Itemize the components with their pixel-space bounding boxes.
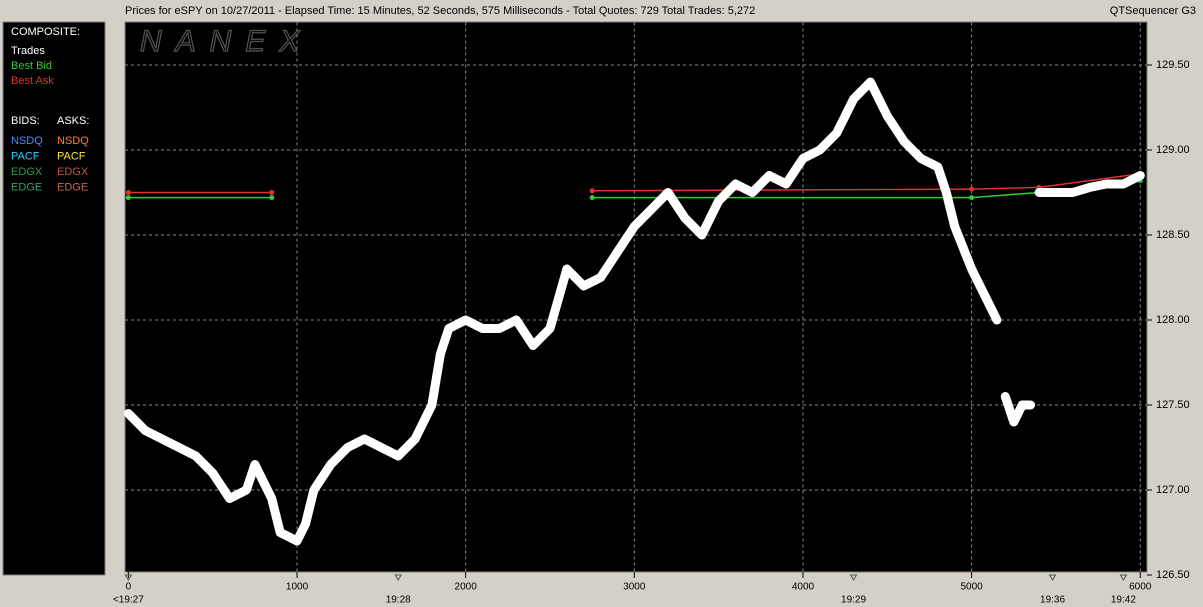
plot-area [124, 21, 1148, 573]
quote-line [591, 173, 1142, 192]
time-marker [394, 574, 403, 581]
time-marker [124, 574, 133, 581]
x-tick-label: 3000 [623, 582, 646, 593]
quote-point [269, 190, 275, 195]
trades-line [1000, 392, 1036, 427]
x-tick-label: 0 [126, 582, 132, 593]
exchange-legend-entry: EDGX [57, 166, 89, 178]
y-tick-label: 128.50 [1156, 229, 1190, 241]
time-marker [1048, 574, 1057, 581]
legend-title: COMPOSITE: [11, 26, 80, 38]
quote-point [125, 190, 131, 195]
time-label: 19:28 [386, 595, 411, 606]
time-label: <19:27 [113, 595, 144, 606]
legend-entry: Best Ask [11, 75, 54, 87]
legend-entry: Trades [11, 45, 45, 57]
y-tick-label: 129.00 [1156, 144, 1190, 156]
asks-title: ASKS: [57, 115, 89, 127]
app-name: QTSequencer G3 [1110, 5, 1196, 17]
trades-line [1034, 171, 1145, 197]
x-tick-label: 1000 [286, 582, 309, 593]
time-label: 19:36 [1040, 595, 1065, 606]
x-tick-label: 6000 [1129, 582, 1152, 593]
quote-point [269, 195, 275, 201]
exchange-legend-entry: EDGX [11, 166, 43, 178]
exchange-legend-entry: EDGE [57, 181, 88, 193]
quote-point [969, 186, 975, 192]
legend-panel [2, 21, 106, 576]
y-tick-label: 127.00 [1156, 484, 1190, 496]
time-marker [849, 574, 858, 581]
quote-point [589, 188, 595, 194]
x-tick-label: 4000 [792, 582, 815, 593]
time-label: 19:42 [1111, 595, 1136, 606]
quote-point [589, 195, 595, 201]
trades-line [123, 77, 1002, 546]
exchange-legend-entry: PACF [57, 150, 86, 162]
y-tick-label: 129.50 [1156, 59, 1190, 71]
y-tick-label: 127.50 [1156, 399, 1190, 411]
time-label: 19:29 [841, 595, 866, 606]
bids-title: BIDS: [11, 115, 40, 127]
x-tick-label: 5000 [960, 582, 983, 593]
time-marker [1119, 574, 1128, 581]
watermark: NANEX [140, 25, 313, 58]
exchange-legend-entry: PACF [11, 150, 40, 162]
quote-point [969, 195, 975, 201]
y-tick-label: 126.50 [1156, 569, 1190, 581]
chart-title: Prices for eSPY on 10/27/2011 - Elapsed … [125, 5, 755, 17]
y-tick-label: 128.00 [1156, 314, 1190, 326]
exchange-legend-entry: NSDQ [11, 135, 43, 147]
x-tick-label: 2000 [455, 582, 478, 593]
legend-entry: Best Bid [11, 60, 52, 72]
exchange-legend-entry: NSDQ [57, 135, 89, 147]
quote-point [125, 195, 131, 201]
exchange-legend-entry: EDGE [11, 181, 42, 193]
